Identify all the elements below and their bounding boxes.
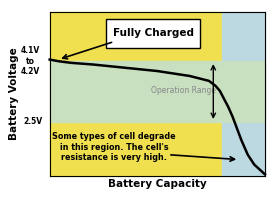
Text: 4.1V
to
4.2V: 4.1V to 4.2V [21, 46, 40, 76]
Text: 2.5V: 2.5V [23, 117, 42, 126]
Text: Fully Charged: Fully Charged [113, 28, 193, 38]
Text: Some types of cell degrade
in this region. The cell's
resistance is very high.: Some types of cell degrade in this regio… [52, 132, 176, 162]
Bar [50, 61, 265, 122]
Text: Battery Voltage: Battery Voltage [9, 48, 19, 140]
Bar [222, 12, 265, 176]
Text: Operation Range: Operation Range [151, 86, 216, 95]
FancyBboxPatch shape [106, 19, 200, 48]
Bar [50, 12, 222, 176]
X-axis label: Battery Capacity: Battery Capacity [108, 179, 207, 189]
